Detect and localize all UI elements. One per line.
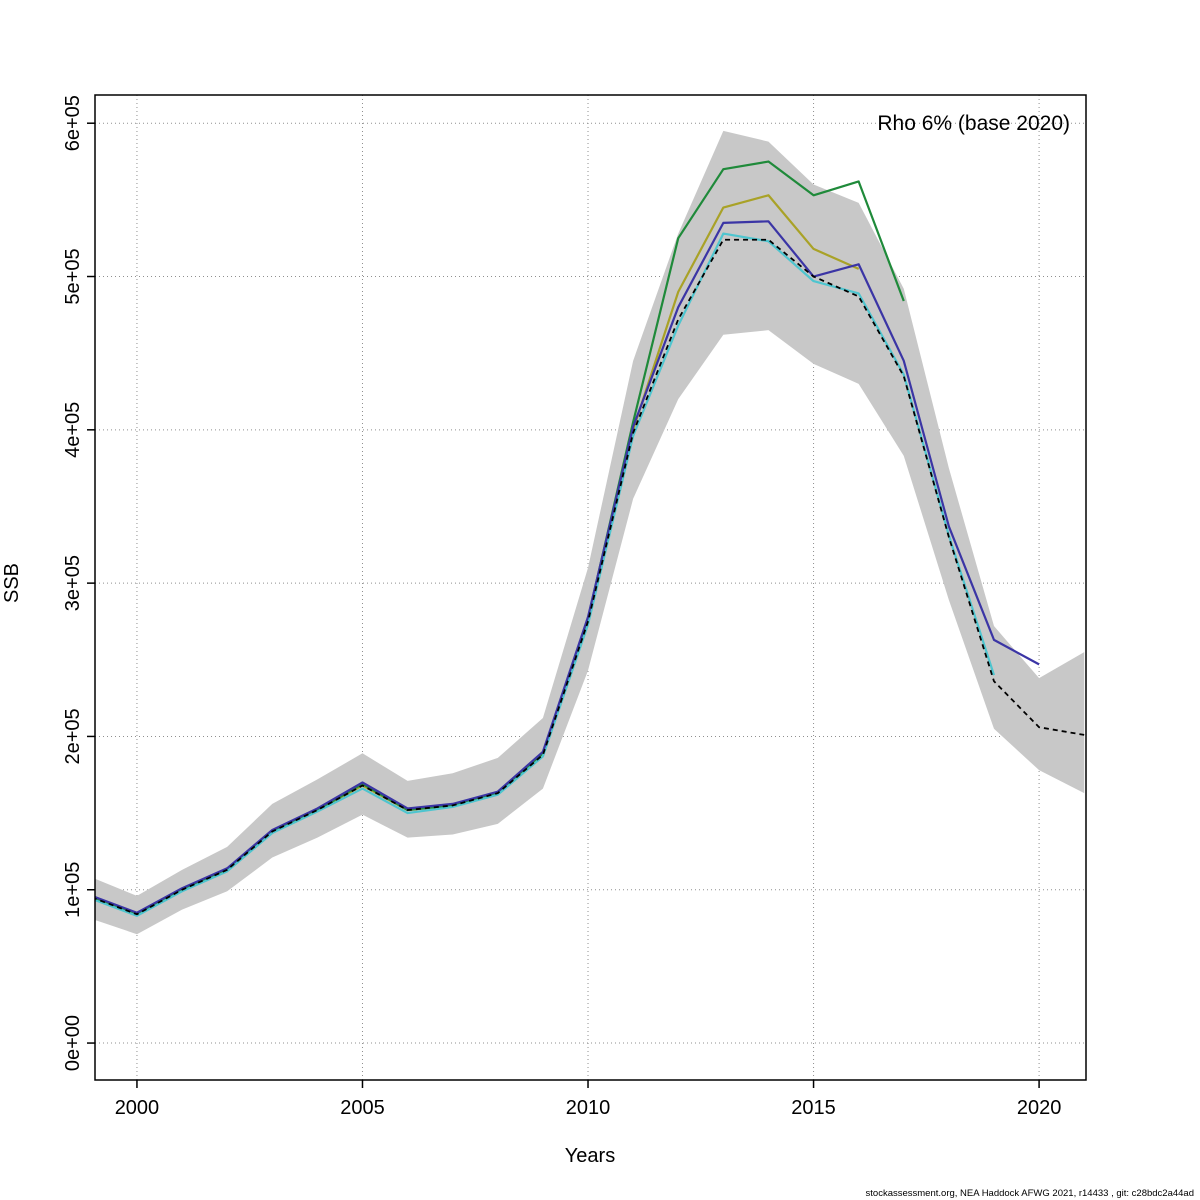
svg-text:2015: 2015 — [791, 1097, 836, 1119]
plot-annotation: Rho 6% (base 2020) — [877, 112, 1070, 135]
y-axis-title: SSB — [1, 563, 23, 603]
svg-text:6e+05: 6e+05 — [62, 95, 84, 151]
svg-text:1e+05: 1e+05 — [62, 862, 84, 918]
svg-text:2020: 2020 — [1017, 1097, 1062, 1119]
svg-text:3e+05: 3e+05 — [62, 555, 84, 611]
plot-frame — [94, 94, 1087, 1081]
plot-series — [95, 130, 1085, 935]
svg-text:2000: 2000 — [115, 1097, 160, 1119]
svg-text:2005: 2005 — [340, 1097, 385, 1119]
svg-text:2e+05: 2e+05 — [62, 708, 84, 764]
footer-attribution: stockassessment.org, NEA Haddock AFWG 20… — [866, 1188, 1194, 1199]
x-axis-title: Years — [565, 1145, 615, 1167]
svg-text:0e+00: 0e+00 — [62, 1015, 84, 1071]
svg-text:2010: 2010 — [566, 1097, 611, 1119]
svg-text:5e+05: 5e+05 — [62, 248, 84, 304]
axis-ticks: 2000 2005 2010 2015 2020 0e+00 1e+05 2e+05 3e+05… — [62, 95, 1061, 1119]
svg-text:4e+05: 4e+05 — [62, 402, 84, 458]
